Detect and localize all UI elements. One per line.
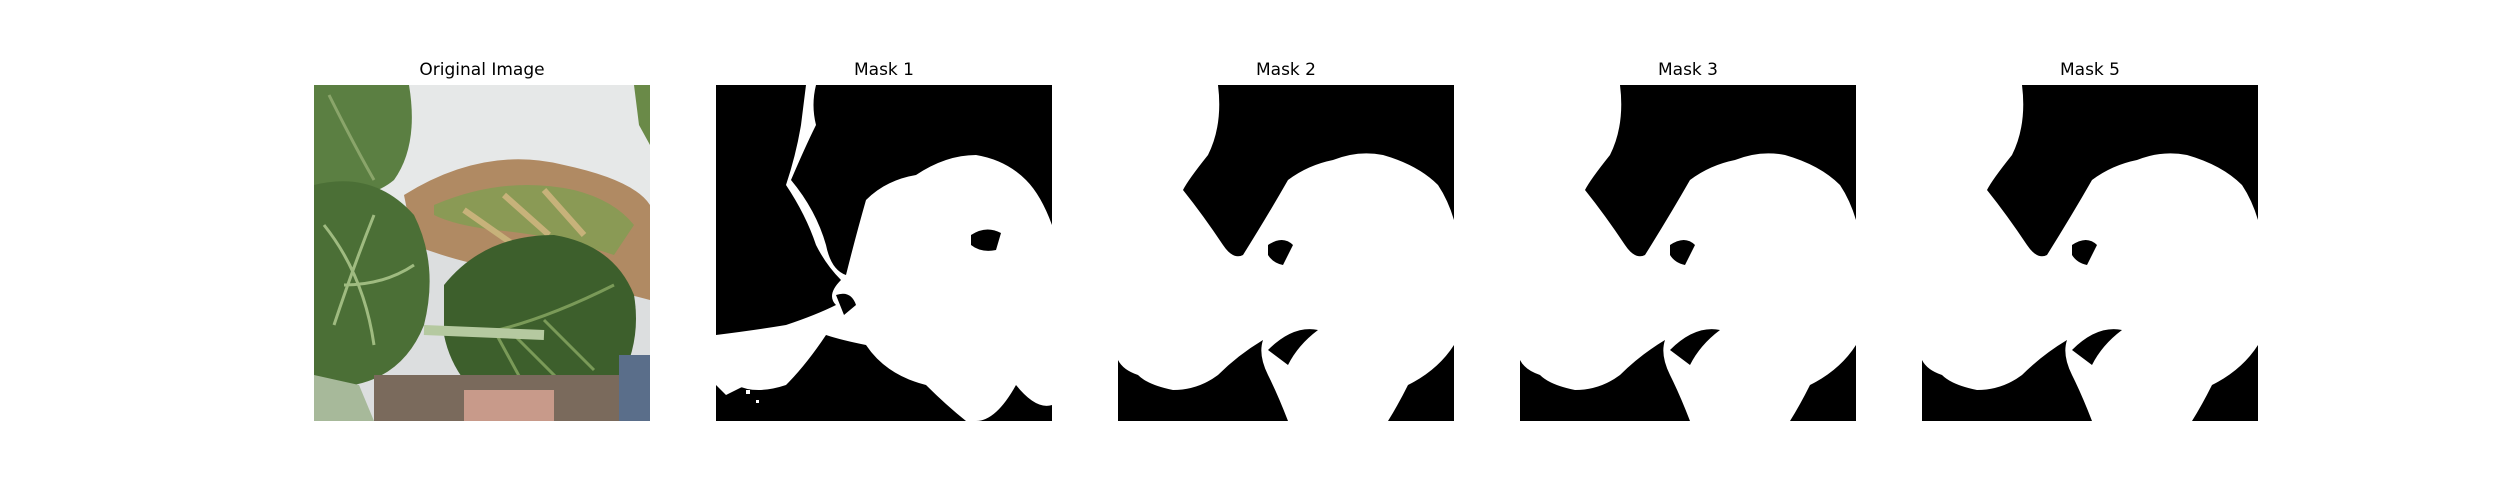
panel-title: Mask 1 [853, 60, 914, 80]
panel-title: Mask 3 [1657, 60, 1718, 80]
original-image [314, 85, 650, 421]
panel-title: Mask 2 [1255, 60, 1316, 80]
mask-3-image [1520, 85, 1856, 421]
mask-1-image [716, 85, 1052, 421]
mask-2-image [1118, 85, 1454, 421]
panel-title: Original Image [419, 60, 545, 80]
panel-title: Mask 5 [2059, 60, 2120, 80]
mask-5-image [1922, 85, 2258, 421]
